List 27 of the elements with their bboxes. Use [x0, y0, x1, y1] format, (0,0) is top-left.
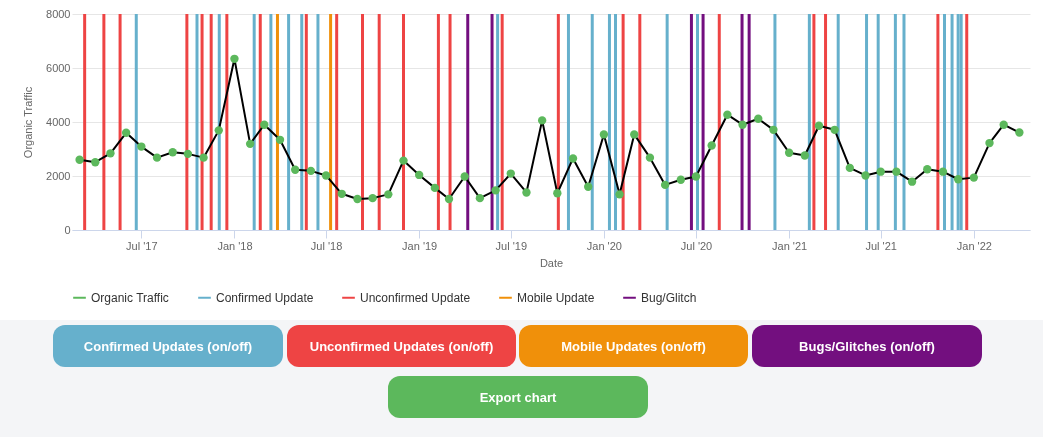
x-tick-label: Jan '22 [956, 239, 992, 252]
legend-label: Unconfirmed Update [360, 290, 471, 305]
legend-label: Confirmed Update [216, 290, 314, 305]
legend-label: Mobile Update [517, 290, 595, 305]
y-tick-label: 0 [64, 223, 71, 236]
x-tick-label: Jan '21 [772, 239, 808, 252]
y-axis-title: Organic Traffic [22, 86, 35, 159]
x-tick-label: Jan '20 [586, 239, 622, 252]
y-tick-label: 4000 [46, 115, 71, 128]
legend-label: Bug/Glitch [641, 290, 697, 305]
y-tick-label: 2000 [46, 169, 71, 182]
x-tick-label: Jul '20 [680, 239, 713, 252]
text: Unconfirmed Updates (on/off) [287, 325, 516, 367]
x-tick-label: Jul '18 [310, 239, 343, 252]
text: Bugs/Glitches (on/off) [752, 325, 982, 367]
x-axis-title: Date [539, 256, 564, 269]
text: Confirmed Updates (on/off) [53, 325, 283, 367]
x-tick-label: Jul '17 [126, 239, 158, 252]
text: Mobile Updates (on/off) [519, 325, 748, 367]
x-tick-label: Jul '21 [865, 239, 897, 252]
x-tick-label: Jan '19 [402, 239, 438, 252]
x-tick-label: Jul '19 [495, 239, 527, 252]
y-tick-label: 6000 [46, 61, 71, 74]
x-tick-label: Jan '18 [217, 239, 253, 252]
text: Export chart [388, 376, 648, 418]
y-tick-label: 8000 [46, 7, 71, 20]
legend-label: Organic Traffic [91, 290, 169, 305]
